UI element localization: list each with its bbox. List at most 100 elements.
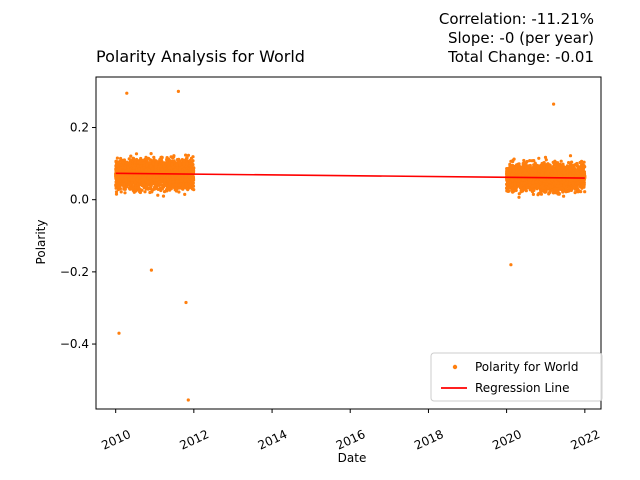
scatter-point <box>137 167 141 172</box>
scatter-point <box>529 170 533 174</box>
scatter-point <box>505 167 509 171</box>
scatter-point <box>178 161 182 165</box>
scatter-point <box>133 185 138 190</box>
total-change-text: Total Change: -0.01 <box>447 48 594 66</box>
scatter-point <box>122 158 126 162</box>
scatter-point <box>183 178 187 182</box>
scatter-point <box>128 158 133 162</box>
scatter-point <box>164 162 168 166</box>
scatter-point <box>123 191 127 195</box>
scatter-point <box>530 190 535 194</box>
scatter-point <box>168 180 172 184</box>
scatter-point <box>554 163 559 167</box>
scatter-point <box>159 183 163 187</box>
scatter-point <box>132 166 136 170</box>
scatter-point <box>190 177 194 182</box>
scatter-point <box>191 184 195 188</box>
scatter-point <box>118 184 122 188</box>
scatter-point <box>175 177 179 181</box>
scatter-point <box>191 155 195 159</box>
scatter-point <box>189 167 193 171</box>
scatter-point <box>173 168 177 173</box>
scatter-point <box>172 154 176 158</box>
scatter-point <box>568 154 573 158</box>
scatter-point <box>151 162 155 166</box>
scatter-point <box>170 162 174 167</box>
scatter-point <box>511 165 515 169</box>
slope-text: Slope: -0 (per year) <box>448 29 594 47</box>
scatter-point <box>124 180 128 184</box>
scatter-point <box>125 185 129 189</box>
scatter-point <box>511 159 515 164</box>
scatter-point <box>505 188 509 192</box>
scatter-point <box>184 169 188 173</box>
scatter-point <box>115 156 119 160</box>
scatter-point <box>537 192 541 196</box>
scatter-point <box>145 163 149 167</box>
scatter-point <box>547 192 551 196</box>
scatter-point <box>554 160 558 164</box>
scatter-point <box>150 188 154 193</box>
scatter-point <box>114 190 119 194</box>
scatter-point <box>121 161 125 165</box>
scatter-point <box>562 194 566 198</box>
scatter-point <box>175 163 179 167</box>
scatter-point <box>136 160 140 164</box>
scatter-point <box>165 175 169 179</box>
scatter-point <box>141 184 146 188</box>
scatter-point <box>152 175 156 179</box>
scatter-point <box>149 152 153 156</box>
scatter-point <box>167 186 171 190</box>
scatter-point <box>514 188 518 192</box>
scatter-point <box>121 173 125 178</box>
scatter-point <box>575 163 579 167</box>
scatter-point <box>132 158 136 162</box>
scatter-point <box>156 193 160 197</box>
scatter-point <box>576 181 580 185</box>
scatter-point <box>155 181 159 186</box>
scatter-point <box>149 169 153 173</box>
scatter-point <box>133 180 137 185</box>
scatter-point <box>118 159 123 163</box>
scatter-point <box>191 170 195 174</box>
scatter-point <box>162 164 166 169</box>
scatter-point <box>129 154 133 158</box>
scatter-point <box>115 168 119 172</box>
scatter-point <box>156 187 160 191</box>
scatter-point <box>171 180 175 184</box>
scatter-point <box>531 192 536 196</box>
chart-title: Polarity Analysis for World <box>96 47 305 66</box>
scatter-point <box>152 158 156 162</box>
scatter-point <box>163 178 167 182</box>
scatter-point <box>114 159 118 163</box>
scatter-point <box>167 166 171 170</box>
scatter-point <box>142 161 146 165</box>
scatter-point <box>144 187 148 191</box>
scatter-point <box>124 177 128 181</box>
scatter-point <box>175 179 179 183</box>
scatter-point <box>191 167 195 171</box>
scatter-point <box>162 162 166 166</box>
scatter-point <box>532 165 537 169</box>
scatter-point <box>118 187 122 191</box>
scatter-point <box>155 174 159 179</box>
scatter-point <box>162 175 166 179</box>
scatter-point <box>520 167 525 171</box>
scatter-point <box>174 183 178 187</box>
scatter-point <box>188 159 192 163</box>
scatter-point <box>123 166 127 170</box>
scatter-point <box>149 164 153 168</box>
scatter-point <box>165 158 169 162</box>
scatter-point <box>546 162 550 166</box>
scatter-point <box>179 179 184 183</box>
scatter-point <box>138 174 142 178</box>
scatter-point <box>138 187 142 192</box>
scatter-point <box>525 166 529 170</box>
scatter-point <box>148 186 152 190</box>
scatter-point <box>186 153 191 157</box>
scatter-point <box>122 184 126 189</box>
scatter-point <box>544 158 548 162</box>
scatter-point <box>124 169 128 174</box>
scatter-point <box>510 190 515 194</box>
